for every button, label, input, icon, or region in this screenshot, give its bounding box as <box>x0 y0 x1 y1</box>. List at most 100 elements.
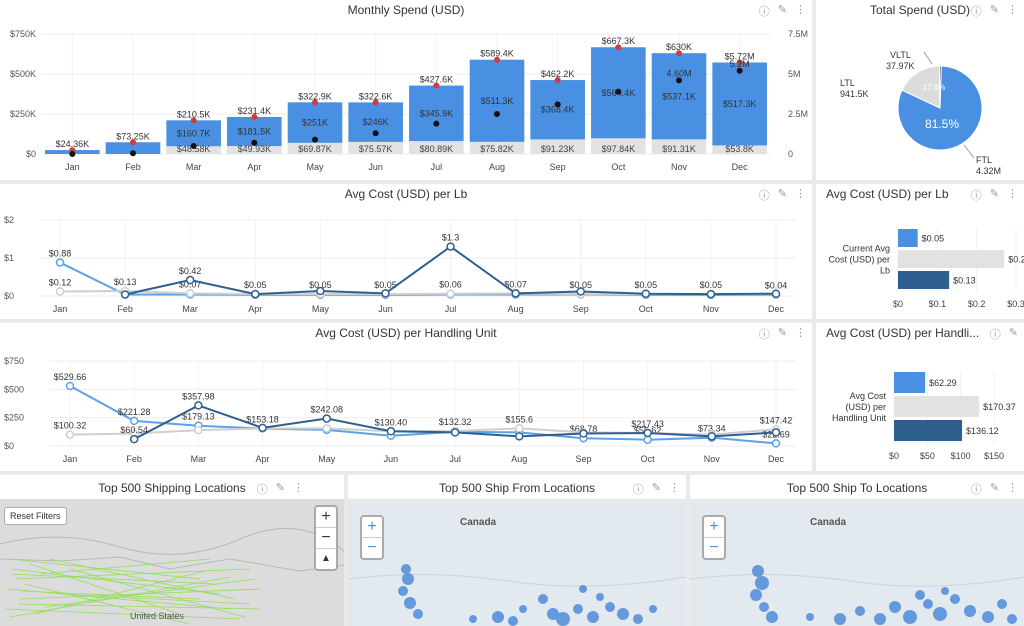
y2-tick-label: 2.5M <box>788 109 808 119</box>
shipping-map[interactable]: Reset Filters United States + − ▲ <box>0 499 344 626</box>
bar-ltl <box>712 145 767 154</box>
ship-to-dots-map <box>690 499 1024 626</box>
zoom-out-button[interactable]: − <box>316 527 336 548</box>
data-label: $0.04 <box>765 280 788 290</box>
pencil-icon[interactable]: ✎ <box>989 188 999 200</box>
total-marker <box>554 77 561 84</box>
y2-tick-label: 7.5M <box>788 29 808 39</box>
data-point <box>129 416 139 426</box>
data-point <box>251 289 260 299</box>
pie-label-name: LTL <box>840 78 855 88</box>
data-label: $1.3 <box>442 233 460 243</box>
info-icon[interactable]: ⓘ <box>632 484 644 496</box>
shipping-routes-map <box>0 499 344 626</box>
category-label: Cost (USD) per <box>828 255 890 265</box>
pencil-icon[interactable]: ✎ <box>1008 327 1018 339</box>
data-point <box>707 432 717 441</box>
avg-cost-lb-bar-panel: Avg Cost (USD) per Lb ⓘ ✎ ⋮ $0 $0.1 $0.2 $0… <box>816 184 1024 319</box>
ftl-data-label: $251K <box>302 118 328 128</box>
panel-title: Top 500 Ship From Locations <box>438 481 596 495</box>
ship-from-map[interactable]: Canada + − <box>348 499 686 626</box>
total-data-label: $73.25K <box>116 131 150 141</box>
total-spend-panel: Total Spend (USD) ⓘ ✎ ⋮ 81.5% 17.8% VLTL 37… <box>816 0 1024 180</box>
pie-slice-vltl <box>938 65 942 109</box>
ltl-data-label: $91.31K <box>662 144 696 154</box>
pencil-icon[interactable]: ✎ <box>989 482 999 494</box>
data-label: $0.05 <box>569 280 592 290</box>
total-marker <box>433 82 440 89</box>
more-vert-icon[interactable]: ⋮ <box>1007 4 1018 16</box>
info-icon[interactable]: ⓘ <box>758 190 770 202</box>
data-label: $130.40 <box>375 417 408 427</box>
bar <box>894 372 926 393</box>
data-point <box>65 381 75 391</box>
bar-data-label: $0.27 <box>1008 255 1024 265</box>
weight-marker <box>494 111 500 117</box>
data-point <box>771 428 781 437</box>
pencil-icon[interactable]: ✎ <box>777 327 787 339</box>
shipping-locations-map-panel: Top 500 Shipping Locations ⓘ ✎ ⋮ Reset F… <box>0 475 344 626</box>
info-icon[interactable]: ⓘ <box>970 190 982 202</box>
x-tick-label: Aug <box>511 454 527 464</box>
data-point <box>185 275 195 285</box>
info-icon[interactable]: ⓘ <box>970 484 982 496</box>
panel-actions: ⓘ ✎ ⋮ <box>971 481 1018 497</box>
y-tick-label: $500K <box>10 69 36 79</box>
pencil-icon[interactable]: ✎ <box>777 188 787 200</box>
x-tick-label: Jun <box>384 454 399 464</box>
info-icon[interactable]: ⓘ <box>970 6 982 18</box>
total-marker <box>251 113 258 120</box>
x-tick-label: $0.2 <box>968 299 986 309</box>
ftl-data-label: $345.9K <box>420 108 454 118</box>
monthly-spend-panel: Monthly Spend (USD) ⓘ ✎ ⋮ $0 $250K $500K $7… <box>0 0 812 180</box>
weight-marker <box>433 120 440 127</box>
zoom-out-button[interactable]: − <box>704 537 724 558</box>
x-tick-label: Jul <box>431 162 443 172</box>
ship-to-map[interactable]: Canada + − <box>690 499 1024 626</box>
x-tick-label: $100 <box>951 451 971 461</box>
panel-actions: ⓘ ✎ ⋮ <box>257 481 304 497</box>
ftl-data-label: $368.4K <box>541 105 575 115</box>
more-vert-icon[interactable]: ⋮ <box>293 482 304 494</box>
pencil-icon[interactable]: ✎ <box>651 482 661 494</box>
reset-filters-button[interactable]: Reset Filters <box>4 507 67 525</box>
x-tick-label: Jun <box>378 304 393 314</box>
total-data-label: $322.6K <box>359 91 393 101</box>
pencil-icon[interactable]: ✎ <box>989 4 999 16</box>
weight-marker <box>251 139 258 146</box>
data-point <box>55 258 65 267</box>
data-label: $60.54 <box>120 425 148 435</box>
more-vert-icon[interactable]: ⋮ <box>1007 188 1018 200</box>
ftl-data-label: $511.3K <box>481 96 514 106</box>
more-vert-icon[interactable]: ⋮ <box>795 327 806 339</box>
info-icon[interactable]: ⓘ <box>758 329 770 341</box>
panel-title: Total Spend (USD) <box>869 3 971 17</box>
pencil-icon[interactable]: ✎ <box>275 482 285 494</box>
info-icon[interactable]: ⓘ <box>256 484 268 496</box>
info-icon[interactable]: ⓘ <box>758 6 770 18</box>
zoom-out-button[interactable]: − <box>362 537 382 558</box>
data-point <box>386 427 396 436</box>
data-label: $147.42 <box>760 415 793 425</box>
data-point <box>641 289 651 298</box>
pencil-icon[interactable]: ✎ <box>777 4 787 16</box>
panel-title: Monthly Spend (USD) <box>347 3 465 17</box>
reset-north-button[interactable]: ▲ <box>316 548 336 569</box>
ftl-data-label: $181.5K <box>238 126 272 136</box>
bar-ftl <box>469 59 525 142</box>
zoom-in-button[interactable]: + <box>709 518 719 535</box>
data-point <box>511 289 520 298</box>
more-vert-icon[interactable]: ⋮ <box>669 482 680 494</box>
bar-data-label: $136.12 <box>966 426 999 436</box>
info-icon[interactable]: ⓘ <box>989 329 1001 341</box>
total-data-label: $24.36K <box>56 139 90 149</box>
y-tick-label: $0 <box>4 291 14 301</box>
weight-data-label: 5.2M <box>730 59 750 69</box>
x-tick-label: Nov <box>703 304 720 314</box>
zoom-in-button[interactable]: + <box>367 518 377 535</box>
more-vert-icon[interactable]: ⋮ <box>1007 482 1018 494</box>
more-vert-icon[interactable]: ⋮ <box>795 4 806 16</box>
more-vert-icon[interactable]: ⋮ <box>795 188 806 200</box>
x-tick-label: May <box>306 162 324 172</box>
zoom-in-button[interactable]: + <box>321 508 331 525</box>
